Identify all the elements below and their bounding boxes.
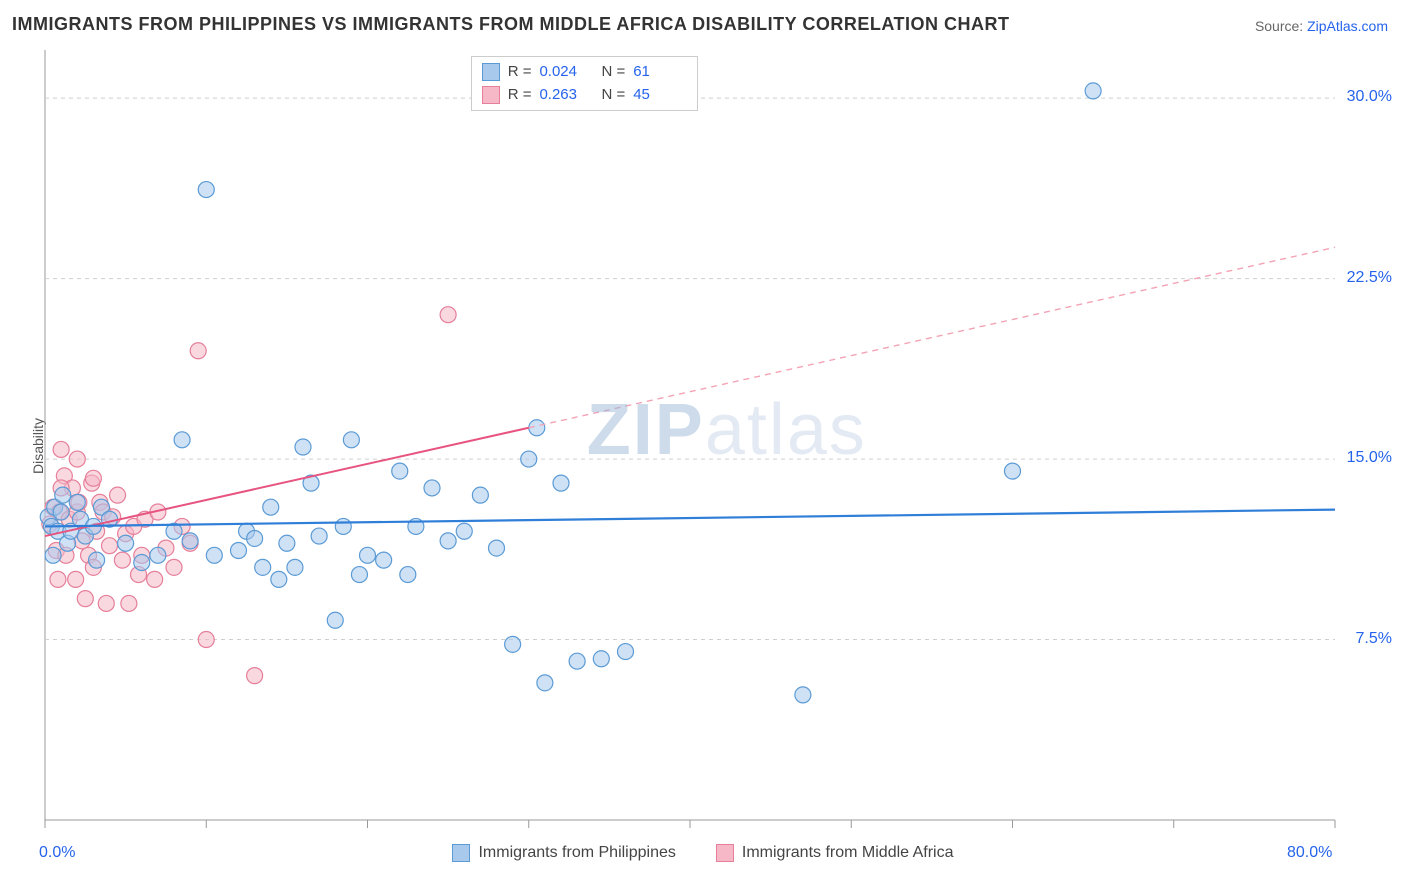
n-label: N = bbox=[601, 84, 625, 107]
x-axis-min-label: 0.0% bbox=[39, 844, 75, 862]
r-value: 0.024 bbox=[539, 61, 593, 84]
legend-swatch bbox=[452, 844, 470, 862]
legend-swatch bbox=[482, 86, 500, 104]
legend-swatch bbox=[482, 63, 500, 81]
n-value: 61 bbox=[633, 61, 687, 84]
legend-series-label: Immigrants from Middle Africa bbox=[742, 844, 954, 862]
y-tick-label: 30.0% bbox=[1332, 88, 1392, 106]
legend-series: Immigrants from Philippines Immigrants fr… bbox=[0, 844, 1406, 862]
x-axis-max-label: 80.0% bbox=[1287, 844, 1332, 862]
legend-swatch bbox=[716, 844, 734, 862]
n-label: N = bbox=[601, 61, 625, 84]
y-tick-label: 15.0% bbox=[1332, 449, 1392, 467]
n-value: 45 bbox=[633, 84, 687, 107]
legend-stat-row: R = 0.024 N = 61 bbox=[482, 61, 688, 84]
legend-stats: R = 0.024 N = 61 R = 0.263 N = 45 bbox=[471, 56, 699, 111]
legend-series-label: Immigrants from Philippines bbox=[478, 844, 675, 862]
r-label: R = bbox=[508, 84, 532, 107]
chart-container: IMMIGRANTS FROM PHILIPPINES VS IMMIGRANT… bbox=[0, 0, 1406, 892]
legend-stat-row: R = 0.263 N = 45 bbox=[482, 84, 688, 107]
y-tick-label: 22.5% bbox=[1332, 269, 1392, 287]
y-tick-label: 7.5% bbox=[1332, 630, 1392, 648]
r-label: R = bbox=[508, 61, 532, 84]
legend-series-item: Immigrants from Philippines bbox=[452, 844, 675, 862]
r-value: 0.263 bbox=[539, 84, 593, 107]
scatter-plot bbox=[0, 0, 1406, 892]
legend-series-item: Immigrants from Middle Africa bbox=[716, 844, 954, 862]
